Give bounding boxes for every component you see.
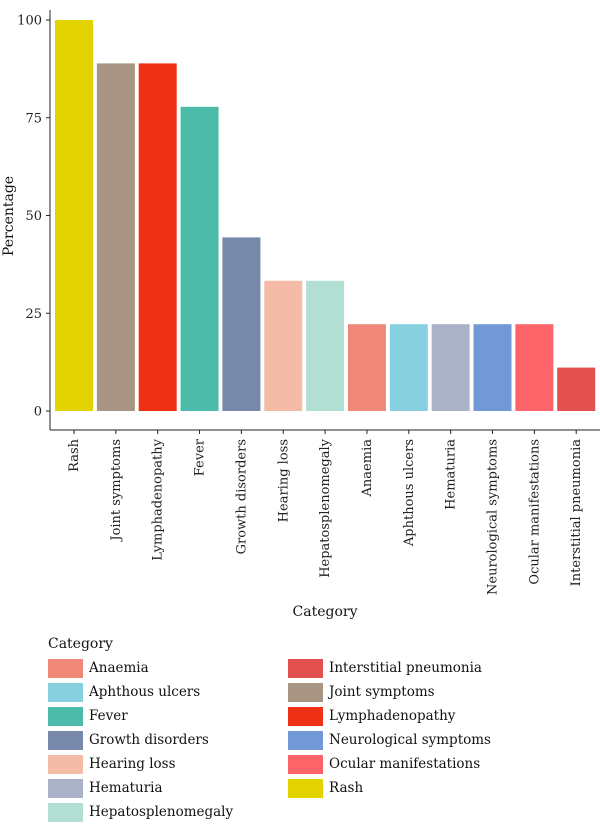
legend-columns: Anaemia Aphthous ulcers Fever Growth disord…	[48, 656, 588, 824]
legend-label: Anaemia	[89, 660, 149, 676]
bar-interstitial-pneumonia	[557, 367, 596, 411]
legend-swatch	[288, 754, 323, 774]
legend-swatch	[48, 658, 83, 678]
x-axis-ticks: Rash Joint symptoms Lymphadenopathy Fever Gr…	[67, 430, 584, 595]
legend-title: Category	[48, 636, 113, 652]
legend-item: Hematuria	[48, 776, 288, 800]
legend-column-right: Interstitial pneumonia Joint symptoms Lymp…	[288, 656, 528, 824]
legend-item: Aphthous ulcers	[48, 680, 288, 704]
bar-rash	[55, 20, 93, 411]
legend-label: Fever	[89, 708, 128, 724]
legend-item: Growth disorders	[48, 728, 288, 752]
x-axis-title: Category	[293, 604, 358, 620]
y-tick-label: 50	[25, 209, 42, 224]
legend-label: Hematuria	[89, 780, 163, 796]
x-tick-label: Lymphadenopathy	[151, 438, 166, 560]
legend-swatch	[48, 706, 83, 726]
y-tick-label: 25	[25, 307, 42, 322]
bar-fever	[180, 106, 219, 411]
x-tick-label: Anaemia	[360, 439, 375, 498]
legend-item: Hepatosplenomegaly	[48, 800, 288, 824]
legend-swatch	[288, 778, 323, 798]
legend-label: Lymphadenopathy	[329, 708, 456, 724]
x-tick-label: Rash	[67, 438, 82, 472]
bars-group	[55, 20, 596, 411]
legend-swatch	[48, 802, 83, 822]
x-tick-label: Aphthous ulcers	[402, 439, 417, 547]
legend-label: Growth disorders	[89, 732, 209, 748]
y-tick-label: 100	[17, 14, 42, 29]
legend-item: Fever	[48, 704, 288, 728]
bar-lymphadenopathy	[138, 63, 177, 411]
x-tick-label: Hearing loss	[276, 439, 291, 522]
legend-swatch	[288, 682, 323, 702]
legend-swatch	[288, 706, 323, 726]
bar-hematuria	[431, 324, 470, 411]
legend-swatch	[48, 730, 83, 750]
bar-growth-disorders	[222, 237, 261, 411]
bar-neurological-symptoms	[473, 324, 512, 411]
x-tick-label: Interstitial pneumonia	[569, 439, 584, 587]
bar-hearing-loss	[264, 280, 303, 411]
x-tick-label: Growth disorders	[234, 439, 249, 554]
legend-swatch	[48, 778, 83, 798]
legend-item: Joint symptoms	[288, 680, 528, 704]
x-tick-label: Hematuria	[444, 439, 459, 510]
legend-label: Ocular manifestations	[329, 756, 481, 772]
legend-item: Neurological symptoms	[288, 728, 528, 752]
legend-swatch	[288, 658, 323, 678]
legend-swatch	[288, 730, 323, 750]
bar-aphthous-ulcers	[389, 324, 428, 411]
bar-anaemia	[347, 324, 386, 411]
x-tick-label: Ocular manifestations	[527, 439, 542, 585]
legend-label: Joint symptoms	[329, 684, 435, 700]
legend-label: Hearing loss	[89, 756, 176, 772]
legend: Category Anaemia Aphthous ulcers Fever Grow…	[48, 636, 588, 824]
legend-item: Interstitial pneumonia	[288, 656, 528, 680]
bar-joint-symptoms	[96, 63, 135, 411]
legend-item: Rash	[288, 776, 528, 800]
y-axis-ticks: 0 25 50 75 100	[17, 14, 50, 420]
legend-column-left: Anaemia Aphthous ulcers Fever Growth disord…	[48, 656, 288, 824]
bar-chart: 0 25 50 75 100 Rash Joint symptoms Lymphadenop…	[1, 10, 600, 620]
legend-item: Ocular manifestations	[288, 752, 528, 776]
x-tick-label: Hepatosplenomegaly	[318, 438, 333, 577]
legend-item: Lymphadenopathy	[288, 704, 528, 728]
legend-swatch	[48, 682, 83, 702]
y-tick-label: 0	[34, 405, 42, 420]
legend-label: Hepatosplenomegaly	[89, 804, 234, 820]
legend-item: Hearing loss	[48, 752, 288, 776]
x-tick-label: Fever	[193, 438, 208, 476]
legend-item: Anaemia	[48, 656, 288, 680]
legend-label: Aphthous ulcers	[89, 684, 201, 700]
legend-label: Neurological symptoms	[329, 732, 491, 748]
x-tick-label: Neurological symptoms	[486, 439, 501, 595]
bar-hepatosplenomegaly	[306, 280, 345, 411]
legend-label: Interstitial pneumonia	[329, 660, 482, 676]
legend-label: Rash	[329, 780, 364, 796]
legend-swatch	[48, 754, 83, 774]
bar-ocular-manifestations	[515, 324, 554, 411]
y-axis-title: Percentage	[1, 176, 17, 256]
y-tick-label: 75	[25, 111, 42, 126]
x-tick-label: Joint symptoms	[109, 439, 124, 543]
